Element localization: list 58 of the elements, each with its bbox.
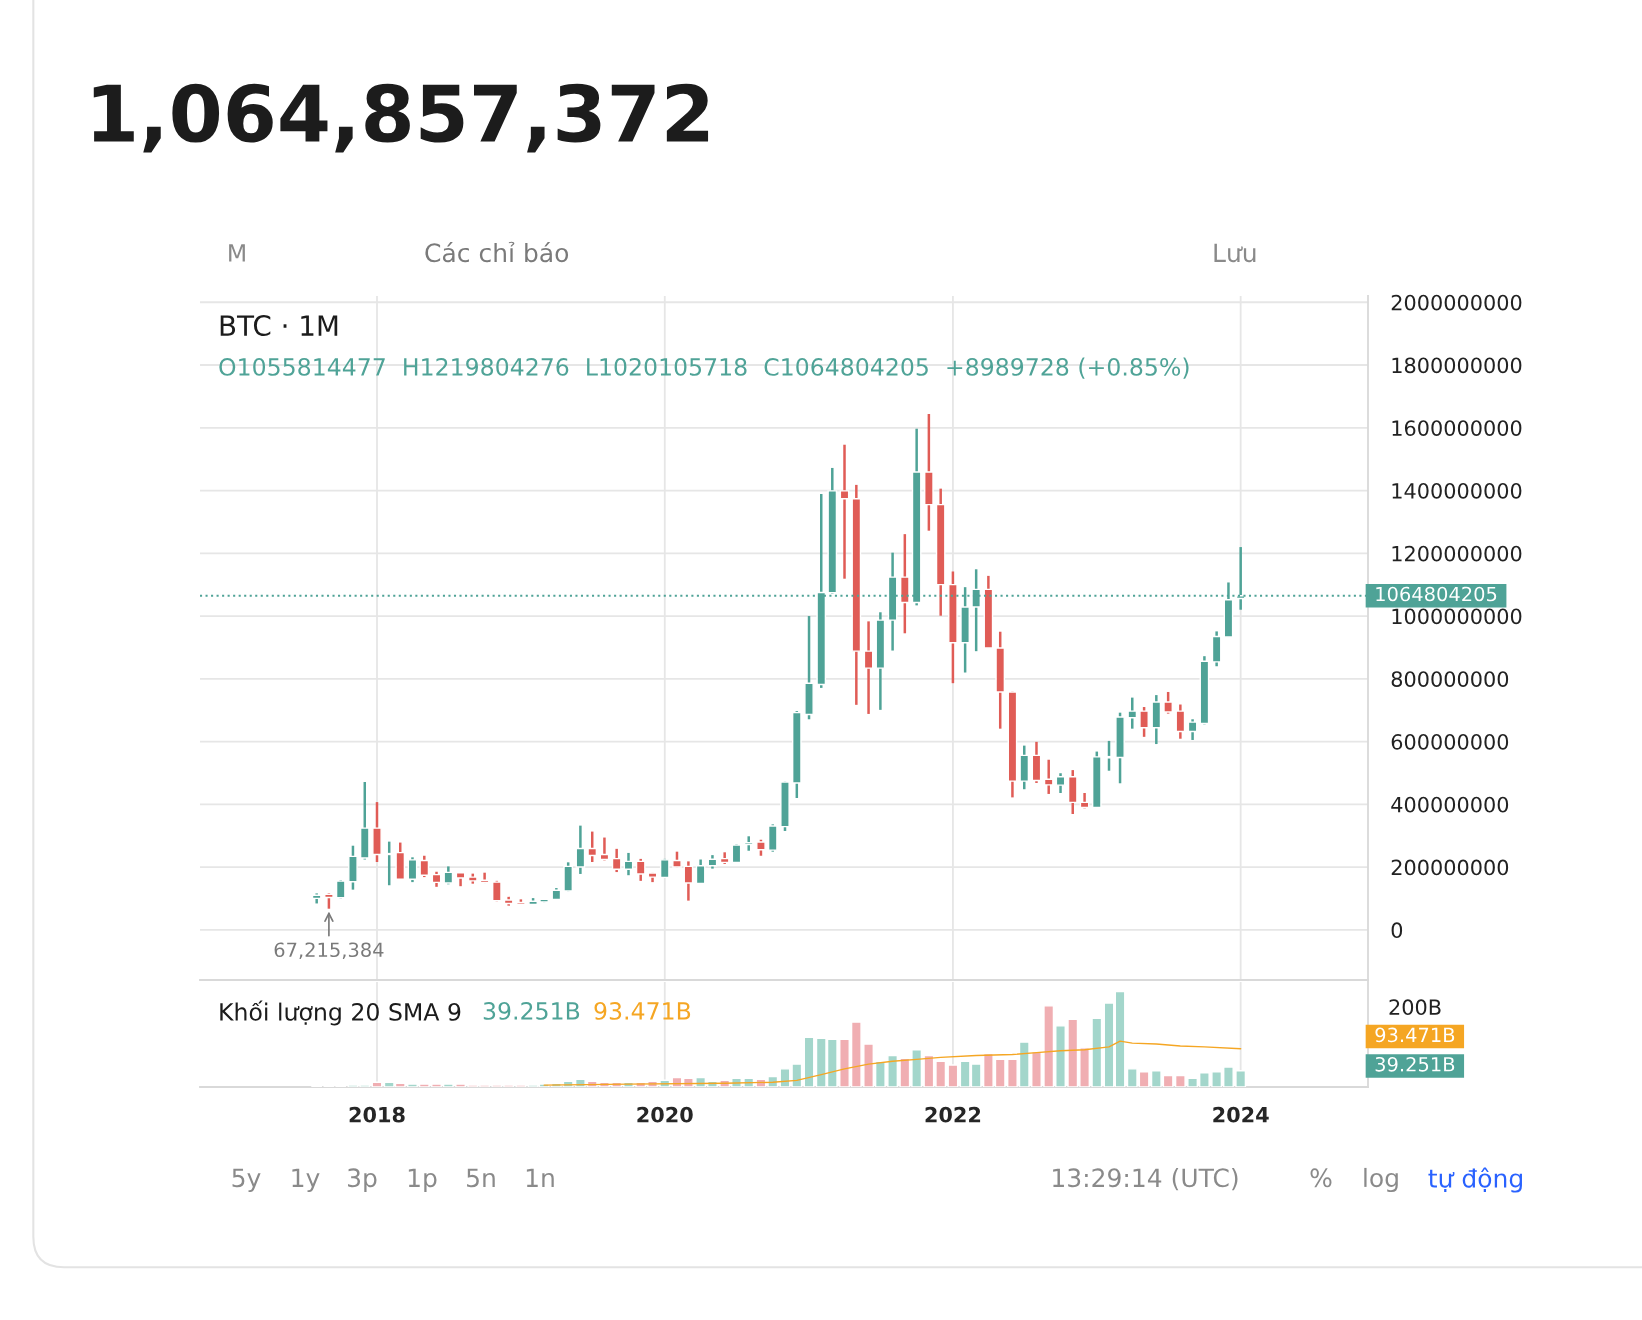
annotation: O1055814477 H1219804276 L1020105718 C1064804205 +8989728 (+0.85%) [219,357,1189,379]
annotation: 39.251B [483,1001,580,1020]
text: Lưu [1214,243,1256,263]
candlestick [635,857,646,883]
candlestick [587,830,598,864]
candlestick [1055,771,1066,795]
candlestick [419,854,430,879]
candlestick [743,835,754,852]
text: 200B [1389,999,1441,1016]
y-tick-label: 800000000 [1391,671,1509,687]
text: tự động [1428,1167,1522,1193]
y-tick-label: 600000000 [1391,733,1509,750]
candlestick [1127,696,1138,730]
y-tick-label: 1200000000 [1392,545,1522,562]
candlestick [1043,758,1054,796]
candlestick [1175,703,1186,740]
text: log [1364,1167,1398,1193]
y-tick-label: 400000000 [1391,796,1509,813]
x-tick-label: 2018 [349,1106,405,1123]
candlestick [611,847,622,874]
candlestick [839,443,850,580]
text: 5n [467,1168,495,1188]
candlestick [407,856,418,884]
chart-title: 1,064,857,372 [93,83,709,153]
text: 1y [292,1168,320,1193]
y-tick-label: 200000000 [1391,859,1509,876]
x-tick-label: 2024 [1213,1106,1269,1123]
candlestick [1187,718,1198,742]
text: M [229,244,245,262]
y-tick-label: 1800000000 [1392,357,1522,374]
candlestick [623,851,634,877]
text: % [1310,1168,1332,1188]
x-tick-label: 2022 [925,1106,981,1123]
y-tick-label: 1000000000 [1392,608,1522,625]
annotation: 93.471B [594,1001,691,1020]
x-tick-label: 2020 [637,1106,693,1123]
text: 13:29:14 (UTC) [1053,1167,1238,1191]
text: 93.471B [1375,1027,1455,1043]
text: 3p [348,1168,377,1193]
candlestick [695,858,706,885]
text: 5y [232,1168,261,1193]
text: 1n [526,1168,554,1187]
annotation: Khối lượng 20 SMA 9 [220,1000,461,1026]
candlestick [1163,690,1173,715]
ref-line-label: 1064804205 [1376,586,1497,602]
candlestick [683,860,694,902]
y-tick-label: 1600000000 [1392,420,1522,436]
candlestick [863,620,874,716]
y-tick-label: 0 [1391,922,1403,939]
annotation: 67,215,384 [274,942,384,960]
candlestick [1139,705,1149,739]
candlestick [575,824,586,876]
text: 1p [408,1168,437,1193]
text: 39.251B [1375,1056,1455,1072]
y-tick-label: 2000000000 [1391,294,1522,311]
y-tick-label: 1400000000 [1392,482,1522,499]
text: BTC · 1M [220,315,338,337]
text: Các chỉ báo [425,241,569,263]
